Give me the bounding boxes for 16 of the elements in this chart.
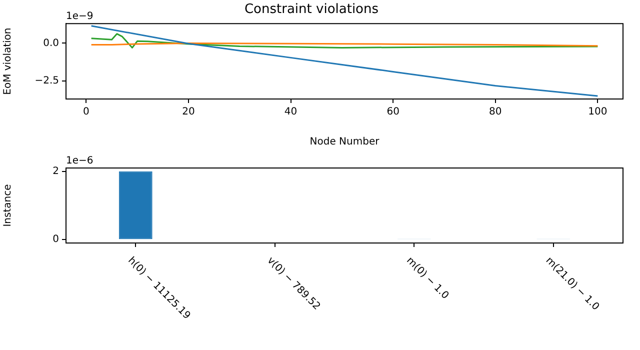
y-tick-label: −2.5 bbox=[34, 76, 59, 86]
x-tick-label: 60 bbox=[386, 106, 400, 118]
y-tick-label: 2 bbox=[52, 166, 59, 178]
y-tick-label: 0.0 bbox=[43, 38, 59, 49]
x-tick-label: 100 bbox=[588, 106, 608, 118]
y-axis-title: Instance bbox=[2, 184, 14, 227]
text: 1e−9 bbox=[66, 11, 94, 22]
x-tick-label: 0 bbox=[83, 106, 90, 118]
chart-title: Constraint violations bbox=[244, 2, 379, 18]
y-axis-title: EoM violation bbox=[2, 28, 14, 95]
y-tick-label: 0 bbox=[52, 234, 59, 246]
x-tick-label: 40 bbox=[284, 106, 298, 118]
x-axis-title: Node Number bbox=[310, 136, 380, 148]
x-tick-label: 80 bbox=[489, 106, 502, 118]
text: 1e−6 bbox=[66, 156, 94, 167]
x-tick-label: 20 bbox=[182, 106, 195, 118]
